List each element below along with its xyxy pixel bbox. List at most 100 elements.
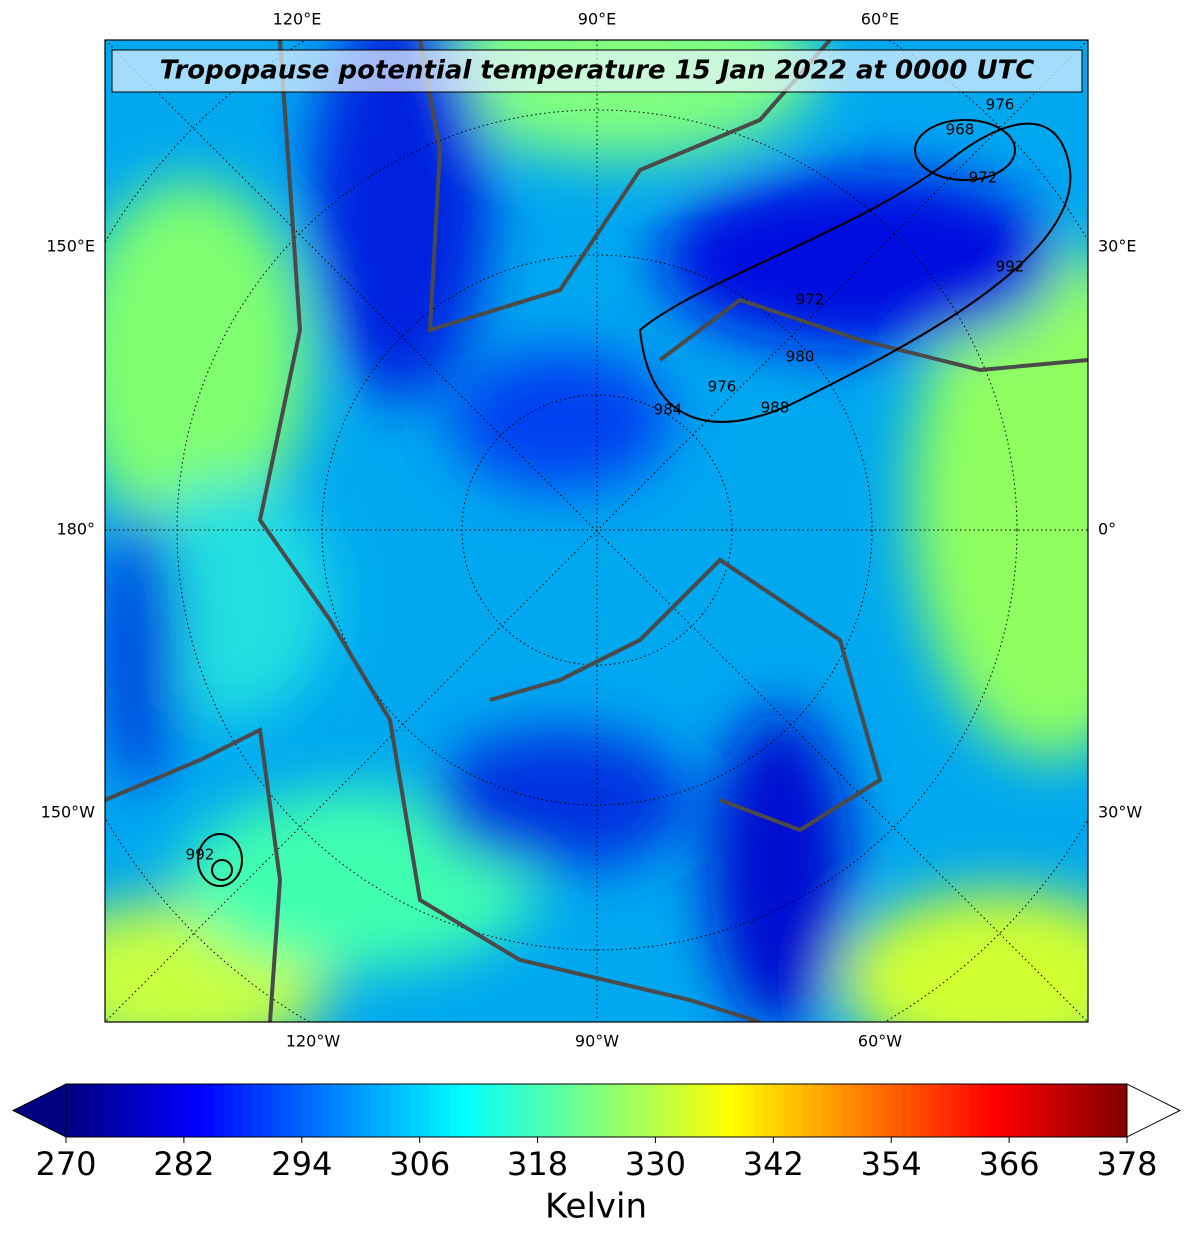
colorbar-label: Kelvin [545, 1187, 647, 1227]
colorbar-segment [1077, 1084, 1089, 1137]
colorbar-segment [999, 1084, 1010, 1137]
contour-label: 992 [186, 846, 215, 864]
longitude-label: 60°W [858, 1032, 902, 1051]
colorbar-segment [812, 1084, 824, 1137]
colorbar-segment [606, 1084, 617, 1137]
colorbar-segment [645, 1084, 657, 1137]
colorbar-segment [675, 1084, 686, 1137]
colorbar-segment [1097, 1084, 1108, 1137]
colorbar-segment [792, 1084, 804, 1137]
colorbar-segment [783, 1084, 794, 1137]
colorbar: 270 282 294 306 318 330 342 354 366 378 [11, 1083, 1182, 1183]
colorbar-segment [458, 1084, 470, 1137]
colorbar-segment [331, 1084, 342, 1137]
colorbar-segment [724, 1084, 735, 1137]
colorbar-segment [105, 1084, 116, 1137]
colorbar-segment [1048, 1084, 1059, 1137]
colorbar-tick-label: 282 [153, 1145, 214, 1183]
colorbar-segment [714, 1084, 725, 1137]
colorbar-segment [233, 1084, 244, 1137]
contour-label: 976 [708, 378, 737, 396]
colorbar-segment [478, 1084, 490, 1137]
colorbar-segment [262, 1084, 273, 1137]
colorbar-segment [576, 1084, 588, 1137]
colorbar-segment [851, 1084, 863, 1137]
colorbar-segment [547, 1084, 558, 1137]
colorbar-segment [940, 1084, 951, 1137]
colorbar-tick-label: 354 [861, 1145, 922, 1183]
longitude-label: 150°W [41, 803, 96, 822]
longitude-label: 150°E [46, 237, 95, 256]
colorbar-segment [930, 1084, 941, 1137]
colorbar-segment [360, 1084, 372, 1137]
colorbar-segment [832, 1084, 843, 1137]
colorbar-segment [753, 1084, 765, 1137]
colorbar-segment [203, 1084, 214, 1137]
colorbar-segment [390, 1084, 401, 1137]
colorbar-segment [822, 1084, 833, 1137]
colorbar-segment [75, 1084, 87, 1137]
colorbar-tick-label: 318 [507, 1145, 568, 1183]
longitude-label: 90°W [575, 1032, 619, 1051]
colorbar-segment [301, 1084, 313, 1137]
colorbar-segment [134, 1084, 146, 1137]
longitude-label: 180° [56, 520, 95, 539]
colorbar-segment [439, 1084, 450, 1137]
colorbar-segment [635, 1084, 647, 1137]
longitude-label: 30°E [1098, 237, 1136, 256]
colorbar-segment [704, 1084, 715, 1137]
colorbar-segment [115, 1084, 126, 1137]
colorbar-tick-label: 378 [1096, 1145, 1157, 1183]
colorbar-segment [891, 1084, 902, 1137]
colorbar-segment [183, 1084, 195, 1137]
colorbar-segment [881, 1084, 892, 1137]
colorbar-segment [1018, 1084, 1030, 1137]
longitude-label: 60°E [861, 10, 899, 29]
contour-label: 972 [796, 291, 825, 309]
colorbar-segment [350, 1084, 362, 1137]
colorbar-segment [655, 1084, 666, 1137]
contour-label: 988 [761, 399, 790, 417]
colorbar-segment [449, 1084, 460, 1137]
longitude-label: 0° [1098, 520, 1116, 539]
contour-label: 992 [996, 258, 1025, 276]
colorbar-segment [684, 1084, 696, 1137]
colorbar-extend-high [1126, 1083, 1182, 1138]
colorbar-segment [1028, 1084, 1040, 1137]
colorbar-segment [66, 1084, 77, 1137]
colorbar-segment [861, 1084, 873, 1137]
title-box [111, 49, 1083, 93]
colorbar-segment [419, 1084, 431, 1137]
colorbar-tick-label: 330 [625, 1145, 686, 1183]
colorbar-segment [527, 1084, 539, 1137]
colorbar-segment [468, 1084, 480, 1137]
colorbar-segment [1068, 1084, 1079, 1137]
colorbar-segment [665, 1084, 676, 1137]
colorbar-segment [272, 1084, 283, 1137]
colorbar-segment [400, 1084, 411, 1137]
longitude-label: 90°E [578, 10, 616, 29]
colorbar-segment [537, 1084, 548, 1137]
colorbar-segment [1117, 1084, 1128, 1137]
contour-label: 984 [654, 401, 683, 419]
colorbar-segment [429, 1084, 440, 1137]
colorbar-segment [616, 1084, 627, 1137]
colorbar-segment [370, 1084, 381, 1137]
colorbar-segment [1009, 1084, 1020, 1137]
colorbar-segment [321, 1084, 332, 1137]
title: Tropopause potential temperature 15 Jan … [160, 56, 1035, 86]
colorbar-segment [193, 1084, 205, 1137]
longitude-label: 120°W [286, 1032, 341, 1051]
map-frame [104, 39, 1089, 1023]
colorbar-segment [743, 1084, 755, 1137]
colorbar-segment [694, 1084, 706, 1137]
colorbar-segment [625, 1084, 637, 1137]
colorbar-segment [567, 1084, 578, 1137]
colorbar-segment [380, 1084, 391, 1137]
contour-label: 980 [786, 348, 815, 366]
colorbar-segment [341, 1084, 352, 1137]
colorbar-segment [174, 1084, 185, 1137]
colorbar-tick-label: 366 [979, 1145, 1040, 1183]
colorbar-segment [901, 1084, 912, 1137]
